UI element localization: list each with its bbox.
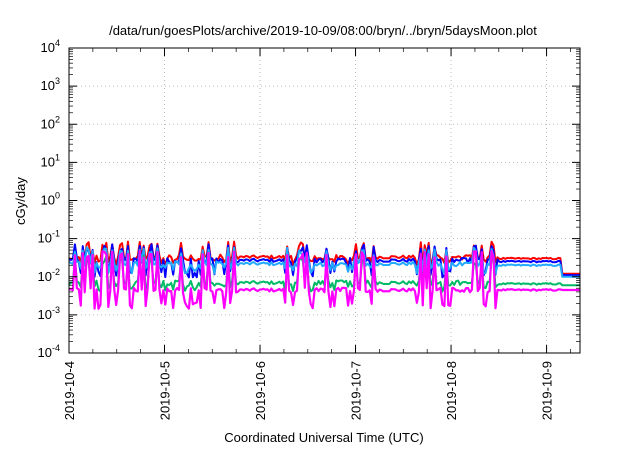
x-tick-label: 2019-10-5 <box>158 361 173 420</box>
x-tick-label: 2019-10-6 <box>253 361 268 420</box>
series-line-5 <box>68 249 580 310</box>
x-tick-label: 2019-10-4 <box>62 361 77 420</box>
y-tick-label: 10-1 <box>38 229 60 246</box>
y-axis-label: cGy/day <box>13 177 28 225</box>
x-tick-label: 2019-10-8 <box>444 361 459 420</box>
y-tick-label: 10-2 <box>38 267 60 284</box>
y-tick-label: 102 <box>41 114 60 131</box>
series-layer <box>68 240 580 310</box>
x-axis: 2019-10-4 2019-10-5 2019-10-6 2019-10-7 2019… <box>62 48 571 420</box>
y-tick-label: 104 <box>41 38 60 55</box>
y-tick-label: 10-3 <box>38 305 60 322</box>
y-axis: 10-4 10-3 10-2 10-1 100 101 102 103 104 <box>38 38 580 360</box>
chart-title: /data/run/goesPlots/archive/2019-10-09/0… <box>109 23 537 38</box>
x-tick-label: 2019-10-9 <box>540 361 555 420</box>
x-tick-label: 2019-10-7 <box>349 361 364 420</box>
y-tick-label: 10-4 <box>38 343 60 360</box>
y-tick-label: 101 <box>41 152 60 169</box>
y-tick-label: 100 <box>41 191 60 208</box>
x-axis-label: Coordinated Universal Time (UTC) <box>224 430 423 445</box>
y-tick-label: 103 <box>41 76 60 93</box>
grid <box>69 48 580 353</box>
